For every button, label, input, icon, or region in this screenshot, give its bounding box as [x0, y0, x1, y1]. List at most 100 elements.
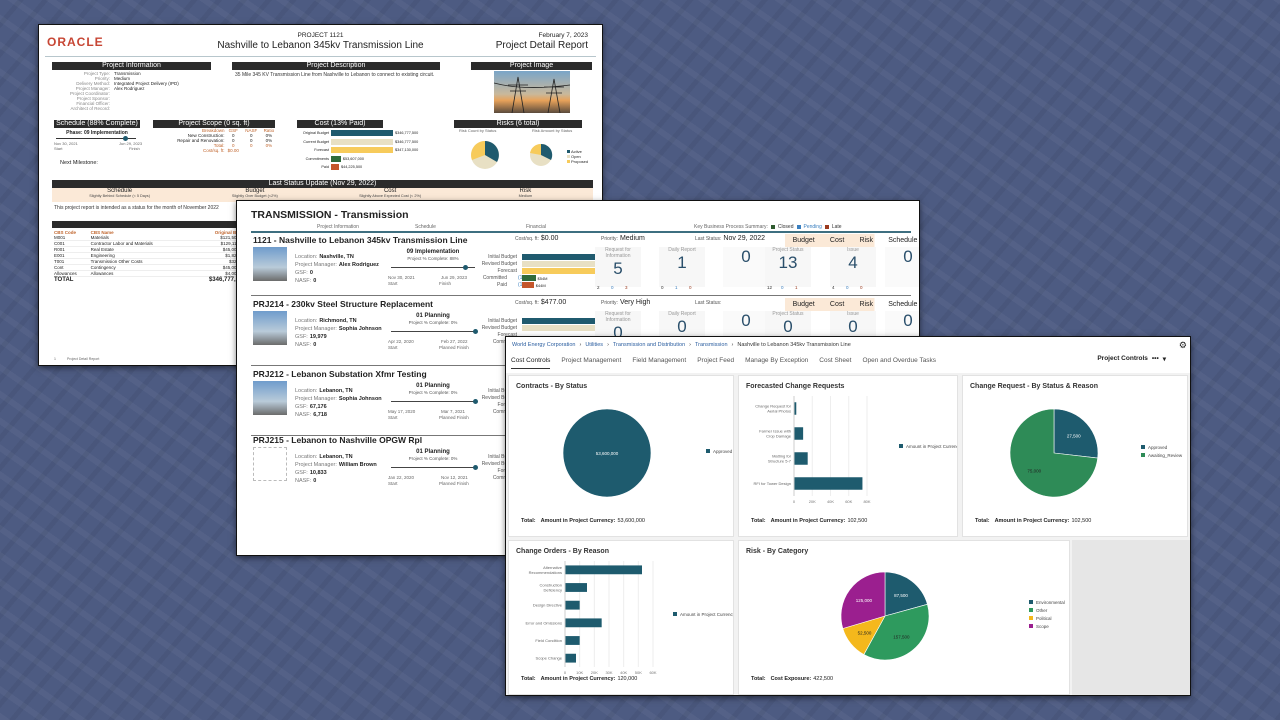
tab-cost-controls[interactable]: Cost Controls: [511, 357, 551, 369]
last-status-row: Schedule Slightly Behind Schedule (< 5 Da…: [52, 188, 593, 202]
breadcrumb-item[interactable]: Transmission and Distribution: [612, 342, 686, 348]
cost-row: Paid $44,225,500: [297, 163, 427, 172]
scope-col-header: Ratio: [263, 128, 275, 133]
category-label: Farmer Issue with Crop Damage: [759, 429, 792, 439]
x-tick-label: 30K: [605, 670, 612, 675]
tab-project-management[interactable]: Project Management: [561, 357, 622, 364]
report-date: February 7, 2023: [538, 32, 588, 39]
cbs-cell: $45,000: [222, 265, 239, 270]
budget-bar: [522, 282, 534, 288]
legend-swatch: [1029, 616, 1033, 620]
cost-sqft: Cost/sq. ft: $0.00: [515, 235, 558, 242]
breadcrumb-item[interactable]: Transmission: [695, 342, 728, 348]
pie-data-label: 87,500: [894, 593, 908, 598]
header-divider: [45, 56, 596, 57]
kpi-value: 0: [613, 323, 623, 342]
pie-data-label: 27,500: [1067, 433, 1081, 438]
start-date: May 17, 2020: [388, 409, 416, 414]
report-name: Project Detail Report: [495, 40, 588, 51]
cbs-col-header: CBS Name: [90, 230, 114, 235]
breadcrumb-item[interactable]: Utilities: [585, 342, 604, 348]
kpi-breakdown: 12: [767, 285, 773, 290]
schedule-timeline: [56, 138, 136, 139]
project-scope-header: Project Scope (0 sq. ft): [153, 120, 275, 128]
legend-swatch: [1029, 624, 1033, 628]
cbs-cell: M001: [54, 235, 66, 240]
kpi-breakdown: 1: [795, 285, 798, 290]
cost-bar: [331, 155, 341, 162]
project-location: Location: Nashville, TN: [295, 254, 354, 260]
category-label-line: Structure 5-7: [768, 459, 792, 464]
project-nasf: NASF: 0: [295, 342, 316, 348]
total-value: 102,500: [1071, 518, 1092, 524]
kbp-swatch: [770, 225, 775, 229]
breadcrumb-item[interactable]: World Energy Corporation: [512, 342, 576, 348]
scope-cell: 0: [231, 133, 235, 138]
kpi-value: 1: [677, 253, 687, 272]
kpi-title: Project Status: [772, 311, 804, 317]
tab-manage-by-exception[interactable]: Manage By Exception: [745, 357, 809, 364]
field-value: Lebanon, TN: [319, 388, 353, 394]
field-label: NASF:: [295, 412, 312, 418]
cbs-cell: Transmission Other Costs: [90, 259, 143, 264]
info-row: Architect of Record:: [52, 106, 212, 111]
scope-cell: 0%: [265, 133, 273, 138]
settings-icon[interactable]: ⚙: [1178, 340, 1187, 350]
project-image-header: Project Image: [471, 62, 592, 70]
project-description: 35 Mile 345 KV Transmission Line from Na…: [235, 72, 435, 78]
budget-label: Committed: [482, 275, 507, 281]
start-date: Nov 30, 2021: [54, 141, 78, 146]
forecasted-change-requests-panel: Forecasted Change Requests Total: Amount i…: [738, 375, 958, 537]
field-value: $477.00: [540, 299, 567, 306]
progress-marker: [462, 265, 468, 270]
category-label: Matting for Structure 5-7: [768, 454, 792, 464]
report-title: Nashville to Lebanon 345kv Transmission …: [217, 40, 424, 51]
legend-label: Open: [571, 154, 581, 159]
cost-row: Original Budget $346,777,500: [297, 129, 427, 138]
project-thumbnail: [253, 311, 287, 345]
oracle-logo: ORACLE: [47, 35, 104, 49]
panel-total: Total: Amount in Project Currency: 120,000: [521, 676, 637, 682]
cbs-cell: Materials: [90, 235, 109, 240]
project-controls-menu[interactable]: Project Controls ••• ▾: [1097, 355, 1166, 363]
priority: Priority: Very High: [601, 299, 650, 306]
risk-count-title: Risk Count by Status: [459, 128, 497, 133]
tab-cost-sheet[interactable]: Cost Sheet: [819, 357, 852, 364]
kpi-breakdown: 0: [611, 285, 614, 290]
scope-header-row: Breakdown GSF NASF Ratio: [151, 128, 277, 133]
kpi-value: 0: [848, 317, 858, 336]
tab-field-management[interactable]: Field Management: [632, 357, 687, 364]
start-date: Apr 22, 2020: [388, 339, 414, 344]
budget-label: Revised Budget: [481, 461, 517, 467]
chevron-down-icon[interactable]: ▾: [1162, 356, 1166, 363]
tab-project-feed[interactable]: Project Feed: [697, 357, 735, 364]
tab-open-and-overdue-tasks[interactable]: Open and Overdue Tasks: [862, 357, 937, 364]
more-icon[interactable]: •••: [1151, 355, 1159, 362]
chevron-right-icon: ›: [731, 342, 734, 348]
project-phase: 01 Planning: [416, 449, 450, 455]
breadcrumb-item[interactable]: Nashville to Lebanon 345kv Transmission …: [737, 342, 851, 348]
kpi-value: 0: [741, 247, 751, 266]
field-label: GSF:: [295, 470, 308, 476]
phase: Phase: 09 Implementation: [66, 130, 128, 136]
field-label: GSF:: [295, 334, 308, 340]
cbs-cell: Contingency: [90, 265, 116, 270]
total-measure: Amount in Project Currency:: [994, 518, 1070, 524]
cbs-cell: C001: [54, 241, 65, 246]
field-value: Sophia Johnson: [338, 396, 382, 402]
status-value: Slightly Behind Schedule (< 5 Days): [89, 194, 150, 198]
bar: [565, 653, 576, 663]
field-label: Project Manager:: [295, 462, 337, 468]
panel-title: Change Orders - By Reason: [516, 548, 609, 555]
legend-label: Awaiting_Review: [1148, 453, 1183, 458]
legend-label: Proposed: [571, 159, 589, 164]
status-value: Slightly Above Expected Cost (< 2%): [359, 194, 422, 198]
legend-swatch: [567, 150, 570, 153]
cbs-col-header: Original Bu: [214, 230, 239, 235]
category-label: Scope Change: [536, 656, 563, 661]
kpi-breakdown: 0: [781, 285, 784, 290]
contracts-by-status-panel: Contracts - By Status Total: Amount in Pro…: [508, 375, 734, 537]
schedule-header: Schedule (88% Complete): [54, 120, 140, 128]
percent-complete: Project % Complete: 0%: [408, 320, 458, 325]
budget-bar: [522, 325, 612, 331]
